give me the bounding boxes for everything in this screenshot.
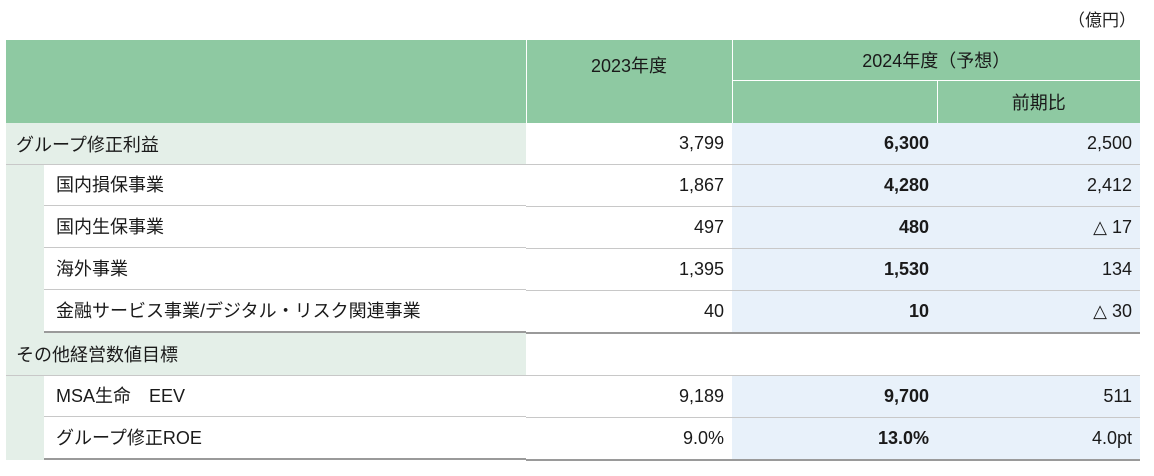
value-fy2023: 40 [526, 290, 732, 334]
value-yoy: 4.0pt [937, 417, 1141, 461]
value-fy2024: 1,530 [732, 248, 937, 291]
value-fy2024: 4,280 [732, 164, 937, 207]
section-label: その他経営数値目標 [6, 333, 526, 376]
value-fy2023: 1,395 [526, 248, 732, 291]
value-fy2024: 10 [732, 290, 937, 334]
header-row: 2023年度 2024年度（予想） [6, 40, 1141, 123]
row-label: 海外事業 [44, 249, 526, 290]
value-yoy: △ 17 [937, 206, 1141, 249]
value-yoy: 511 [937, 375, 1141, 418]
row-label: グループ修正利益 [6, 123, 526, 165]
section-header-row: その他経営数値目標 [6, 333, 1141, 376]
table-row: 国内生保事業 497 480 △ 17 [6, 206, 1141, 249]
table-row: 金融サービス事業/デジタル・リスク関連事業 40 10 △ 30 [6, 290, 1141, 334]
header-fy2024-forecast: 2024年度（予想） [732, 40, 1141, 81]
value-fy2023: 9.0% [526, 417, 732, 461]
unit-label: （億円） [1068, 11, 1136, 30]
value-fy2023: 497 [526, 206, 732, 249]
header-yoy: 前期比 [936, 80, 1141, 123]
financial-targets-table: 2023年度 2024年度（予想） 前期比 グループ修正利益 3,799 6,3… [6, 40, 1141, 461]
value-yoy: 2,500 [937, 123, 1141, 165]
header-fy2023: 2023年度 [526, 40, 733, 123]
value-fy2024: 13.0% [732, 417, 937, 461]
header-fy2024-blank [732, 80, 937, 123]
row-label: グループ修正ROE [44, 418, 526, 460]
value-fy2023: 9,189 [526, 375, 732, 418]
header-blank-cell [6, 40, 527, 123]
row-label: 金融サービス事業/デジタル・リスク関連事業 [44, 291, 526, 333]
value-fy2023: 1,867 [526, 164, 732, 207]
table-row: MSA生命 EEV 9,189 9,700 511 [6, 375, 1141, 418]
value-yoy: 2,412 [937, 164, 1141, 207]
row-label: MSA生命 EEV [44, 376, 526, 418]
row-label: 国内生保事業 [44, 207, 526, 248]
table-row: 国内損保事業 1,867 4,280 2,412 [6, 164, 1141, 207]
value-fy2024: 6,300 [732, 123, 937, 165]
table-row: 海外事業 1,395 1,530 134 [6, 248, 1141, 291]
table-row: グループ修正利益 3,799 6,300 2,500 [6, 123, 1141, 165]
value-fy2023: 3,799 [526, 123, 732, 165]
value-fy2024: 9,700 [732, 375, 937, 418]
header-subrow: 前期比 [6, 80, 1141, 123]
value-yoy: △ 30 [937, 290, 1141, 334]
row-label: 国内損保事業 [44, 165, 526, 207]
value-yoy: 134 [937, 248, 1141, 291]
value-fy2024: 480 [732, 206, 937, 249]
table-row: グループ修正ROE 9.0% 13.0% 4.0pt [6, 417, 1141, 461]
